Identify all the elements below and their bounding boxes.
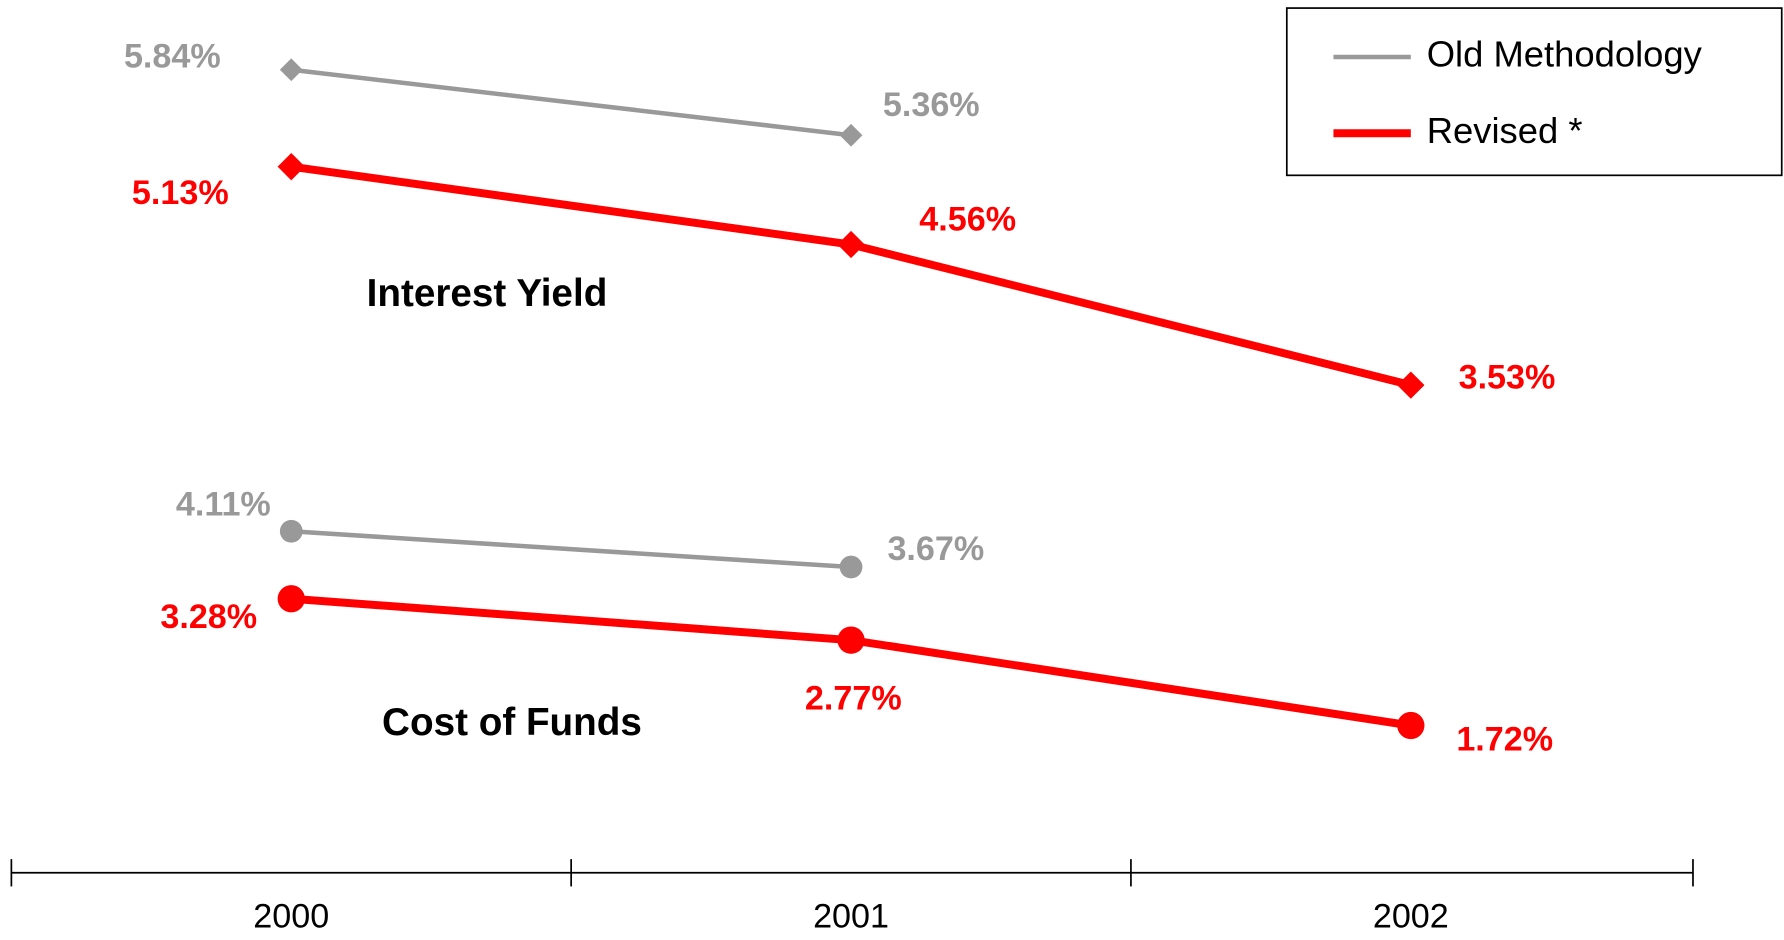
legend-label: Old Methodology xyxy=(1427,34,1703,75)
marker xyxy=(837,626,865,654)
data-label: 4.56% xyxy=(919,201,1016,239)
panel-label: Interest Yield xyxy=(367,272,608,315)
marker xyxy=(839,555,863,579)
x-tick-label: 2001 xyxy=(813,897,889,935)
marker xyxy=(277,153,305,181)
data-label: 3.53% xyxy=(1459,358,1556,396)
marker xyxy=(279,519,303,543)
data-label: 2.77% xyxy=(805,679,902,717)
series-line: Old Methodology xyxy=(291,67,852,138)
data-label: 3.67% xyxy=(887,530,984,568)
x-tick-label: 2000 xyxy=(253,897,329,935)
data-label: 3.28% xyxy=(160,598,257,636)
data-label: 5.84% xyxy=(124,37,221,75)
data-label: 5.13% xyxy=(132,174,229,212)
data-label: 5.36% xyxy=(883,86,980,124)
marker xyxy=(1397,711,1425,740)
marker xyxy=(277,585,305,613)
data-label: 4.11% xyxy=(176,485,271,523)
marker xyxy=(837,230,865,259)
marker xyxy=(1397,371,1425,399)
series-line: Old Methodology xyxy=(291,529,852,570)
x-tick-label: 2002 xyxy=(1373,897,1449,935)
panel-label: Cost of Funds xyxy=(382,701,642,744)
marker xyxy=(839,123,863,147)
legend-label: Revised * xyxy=(1427,110,1583,151)
marker xyxy=(279,58,303,82)
data-label: 1.72% xyxy=(1456,720,1553,758)
legend-box xyxy=(1285,7,1783,177)
